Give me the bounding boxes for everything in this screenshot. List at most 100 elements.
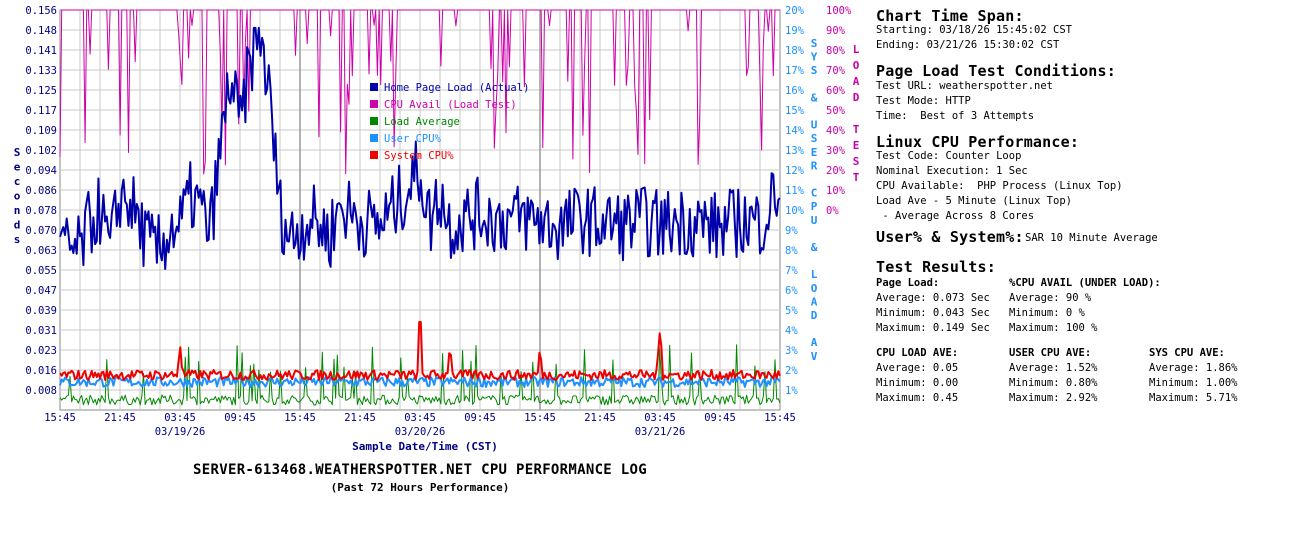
axis-label-char: S xyxy=(853,155,860,168)
y-mid-tick: 13% xyxy=(785,145,805,157)
test-code: Test Code: Counter Loop xyxy=(876,150,1022,162)
axis-label-char: T xyxy=(853,123,860,136)
page-load-max: Maximum: 0.149 Sec xyxy=(876,322,990,334)
axis-label-char: o xyxy=(14,190,21,203)
cpu-performance-chart: 0.156 0.148 0.141 0.133 0.125 0.117 0.109 0.102… xyxy=(14,5,860,453)
load-ave: Load Ave - 5 Minute (Linux Top) xyxy=(876,195,1072,207)
legend-label: System CPU% xyxy=(384,150,454,162)
y-left-tick: 0.039 xyxy=(25,305,57,317)
user-sys-heading: User% & System%: xyxy=(876,228,1024,246)
axis-label-char: D xyxy=(853,91,860,104)
cpu-avail-max: Maximum: 100 % xyxy=(1009,322,1098,334)
y-left-tick: 0.125 xyxy=(25,85,57,97)
legend-label: Load Average xyxy=(384,116,460,128)
legend-swatch xyxy=(370,134,378,142)
axis-label-char: S xyxy=(14,146,21,159)
series-load-average xyxy=(59,344,781,406)
y-mid-tick: 14% xyxy=(785,125,805,137)
y-right-tick: 90% xyxy=(826,25,846,37)
y-right-tick: 70% xyxy=(826,65,846,77)
x-tick: 21:45 xyxy=(584,412,616,424)
y-mid-tick: 8% xyxy=(785,245,798,257)
y-right-tick: 30% xyxy=(826,145,846,157)
legend-swatch xyxy=(370,83,378,91)
y-right-tick: 40% xyxy=(826,125,846,137)
y-left-tick: 0.094 xyxy=(25,165,57,177)
y-mid-tick: 12% xyxy=(785,165,805,177)
x-tick: 21:45 xyxy=(344,412,376,424)
chart-subtitle: (Past 72 Hours Performance) xyxy=(330,481,510,494)
axis-label-char: A xyxy=(811,295,818,308)
sys-cpu-heading: SYS CPU AVE: xyxy=(1149,347,1225,359)
x-axis-label: Sample Date/Time (CST) xyxy=(352,440,498,453)
sys-cpu-avg: Average: 1.86% xyxy=(1149,362,1238,374)
sys-cpu-min: Minimum: 1.00% xyxy=(1149,377,1238,389)
axis-label-char: T xyxy=(853,171,860,184)
page-load-min: Minimum: 0.043 Sec xyxy=(876,307,990,319)
y-mid-tick: 18% xyxy=(785,45,805,57)
y-left-tick: 0.055 xyxy=(25,265,57,277)
cpu-load-heading: CPU LOAD AVE: xyxy=(876,347,959,359)
y-left-tick: 0.148 xyxy=(25,25,57,37)
y-mid-tick: 15% xyxy=(785,105,805,117)
x-tick: 21:45 xyxy=(104,412,136,424)
axis-label-char: V xyxy=(811,350,818,363)
test-mode: Test Mode: HTTP xyxy=(876,95,971,107)
x-tick: 15:45 xyxy=(524,412,556,424)
y-left-tick: 0.078 xyxy=(25,205,57,217)
page-load-avg: Average: 0.073 Sec xyxy=(876,292,990,304)
cpu-avail-heading: %CPU AVAIL (UNDER LOAD): xyxy=(1009,277,1161,289)
x-tick: 15:45 xyxy=(764,412,796,424)
axis-label-char: O xyxy=(811,282,818,295)
test-time: Time: Best of 3 Attempts xyxy=(876,110,1035,122)
y-mid-tick: 16% xyxy=(785,85,805,97)
y-mid-tick: 7% xyxy=(785,265,798,277)
y-left-tick: 0.016 xyxy=(25,365,57,377)
axis-label-char: L xyxy=(853,43,860,56)
y-left-tick: 0.008 xyxy=(25,385,57,397)
axis-label-char: S xyxy=(811,64,818,77)
y-mid-tick: 20% xyxy=(785,5,805,17)
y-mid-tick: 2% xyxy=(785,365,798,377)
x-tick: 15:45 xyxy=(44,412,76,424)
cpu-load-max: Maximum: 0.45 xyxy=(876,392,959,404)
axis-label-char: d xyxy=(14,219,21,232)
axis-label-char: e xyxy=(14,161,21,174)
axis-label-char: L xyxy=(811,268,818,281)
results-heading: Test Results: xyxy=(876,258,996,276)
span-starting: Starting: 03/18/26 15:45:02 CST xyxy=(876,24,1072,36)
series-user-cpu xyxy=(59,376,781,388)
y-left-tick: 0.133 xyxy=(25,65,57,77)
y-left-tick: 0.063 xyxy=(25,245,57,257)
axis-label-char: R xyxy=(811,159,818,172)
y-left-tick: 0.047 xyxy=(25,285,57,297)
series-system-cpu xyxy=(59,321,781,381)
y-left-tick: 0.156 xyxy=(25,5,57,17)
x-date-label: 03/21/26 xyxy=(635,426,686,438)
x-date-label: 03/19/26 xyxy=(155,426,206,438)
legend-swatch xyxy=(370,117,378,125)
conditions-heading: Page Load Test Conditions: xyxy=(876,62,1116,80)
legend-label: User CPU% xyxy=(384,133,442,145)
sys-cpu-max: Maximum: 5.71% xyxy=(1149,392,1238,404)
y-right-tick: 10% xyxy=(826,185,846,197)
y-left-tick: 0.070 xyxy=(25,225,57,237)
cpu-load-min: Minimum: 0.00 xyxy=(876,377,959,389)
page-load-heading: Page Load: xyxy=(876,277,940,289)
chart-title: SERVER-613468.WEATHERSPOTTER.NET CPU PER… xyxy=(193,462,647,478)
linux-heading: Linux CPU Performance: xyxy=(876,133,1080,151)
y-right-tick: 80% xyxy=(826,45,846,57)
cpu-avail-min: Minimum: 0 % xyxy=(1009,307,1085,319)
y-left-tick: 0.086 xyxy=(25,185,57,197)
axis-label-char: E xyxy=(811,146,818,159)
axis-label-char: C xyxy=(811,187,818,200)
test-url: Test URL: weatherspotter.net xyxy=(876,80,1054,92)
cpu-load-avg: Average: 0.05 xyxy=(876,362,959,374)
y-right-tick: 60% xyxy=(826,85,846,97)
y-right-tick: 100% xyxy=(826,5,852,17)
series-cpu-avail xyxy=(59,9,780,175)
axis-label-char: s xyxy=(14,233,21,246)
axis-label-char: S xyxy=(811,132,818,145)
x-date-label: 03/20/26 xyxy=(395,426,446,438)
